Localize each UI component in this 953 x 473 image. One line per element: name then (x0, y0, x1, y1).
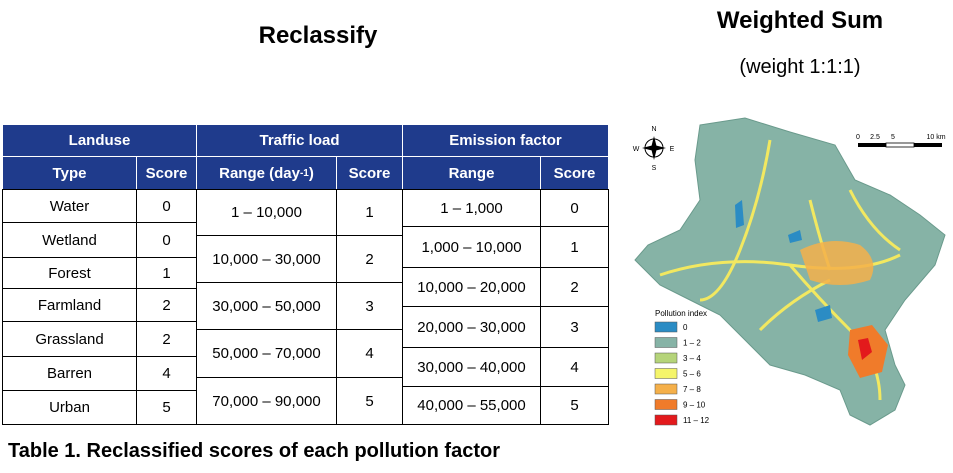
legend-swatch (654, 352, 678, 364)
scale-label: 10 km (926, 134, 945, 141)
legend-swatch (654, 337, 678, 348)
region (634, 117, 946, 426)
table-cell: 40,000 – 55,000 (402, 386, 541, 425)
table-cell: 50,000 – 70,000 (196, 329, 337, 378)
hotspot-core (858, 338, 872, 360)
column-header: Score (136, 156, 197, 190)
urban-area (800, 241, 874, 285)
column-header: Range (day -1) (196, 156, 337, 190)
table-caption: Table 1. Reclassified scores of each pol… (8, 440, 500, 462)
legend: Pollution index 0 1 – 2 3 – 4 5 – 6 7 – 8 9 –… (654, 309, 710, 426)
legend-swatch (654, 368, 678, 379)
legend-swatch (654, 321, 678, 333)
scale-label: 5 (891, 134, 895, 141)
compass-e: E (670, 146, 675, 153)
legend-title: Pollution index (655, 309, 707, 318)
legend-label: 5 – 6 (683, 370, 701, 379)
table-cell: 30,000 – 40,000 (402, 347, 541, 387)
scale-label: 0 (856, 134, 860, 141)
column-header: Score (336, 156, 403, 190)
compass: N S W E (633, 126, 675, 172)
header-part: -1 (299, 167, 309, 179)
table-cell: 2 (540, 267, 609, 307)
table-cell: 70,000 – 90,000 (196, 377, 337, 425)
table-cell: 4 (540, 347, 609, 387)
table-cell: 1 (540, 226, 609, 268)
table-cell: 20,000 – 30,000 (402, 306, 541, 348)
lakes (735, 200, 832, 322)
right-title: Weighted Sum (716, 7, 884, 34)
compass-w: W (633, 146, 640, 153)
table-cell: 0 (540, 189, 609, 227)
column-header: Type (2, 156, 137, 190)
table-cell: 3 (540, 306, 609, 348)
legend-label: 9 – 10 (683, 401, 706, 410)
header-part: Range (day (219, 164, 300, 182)
compass-n: N (651, 126, 656, 133)
table-cell: Water (2, 189, 137, 223)
table-cell: 30,000 – 50,000 (196, 282, 337, 330)
header-part: ) (308, 164, 314, 182)
table-cell: Urban (2, 390, 137, 425)
table-cell: 5 (336, 377, 403, 425)
compass-s: S (652, 165, 657, 172)
scale-label: 2.5 (870, 134, 880, 141)
table-cell: 1 – 1,000 (402, 189, 541, 227)
legend-label: 0 (683, 323, 688, 332)
legend-swatch (654, 383, 678, 395)
table-cell: 4 (136, 356, 197, 391)
table-cell: 4 (336, 329, 403, 378)
legend-swatch (654, 399, 678, 410)
right-subtitle: (weight 1:1:1) (739, 56, 861, 78)
legend-label: 7 – 8 (683, 385, 701, 394)
left-title: Reclassify (258, 22, 378, 49)
scale-bar: 0 2.5 5 10 km (856, 134, 946, 148)
column-header: Range (402, 156, 541, 190)
table-cell: 0 (136, 222, 197, 258)
legend-label: 1 – 2 (683, 339, 701, 348)
table-cell: 10,000 – 30,000 (196, 235, 337, 283)
table-cell: 5 (136, 390, 197, 425)
legend-label: 11 – 12 (683, 416, 710, 425)
table-cell: 1 (336, 189, 403, 236)
legend-swatch (654, 414, 678, 426)
legend-label: 3 – 4 (683, 354, 701, 363)
table-cell: 2 (136, 321, 197, 357)
group-header: Emission factor (402, 124, 609, 157)
table-cell: 5 (540, 386, 609, 425)
